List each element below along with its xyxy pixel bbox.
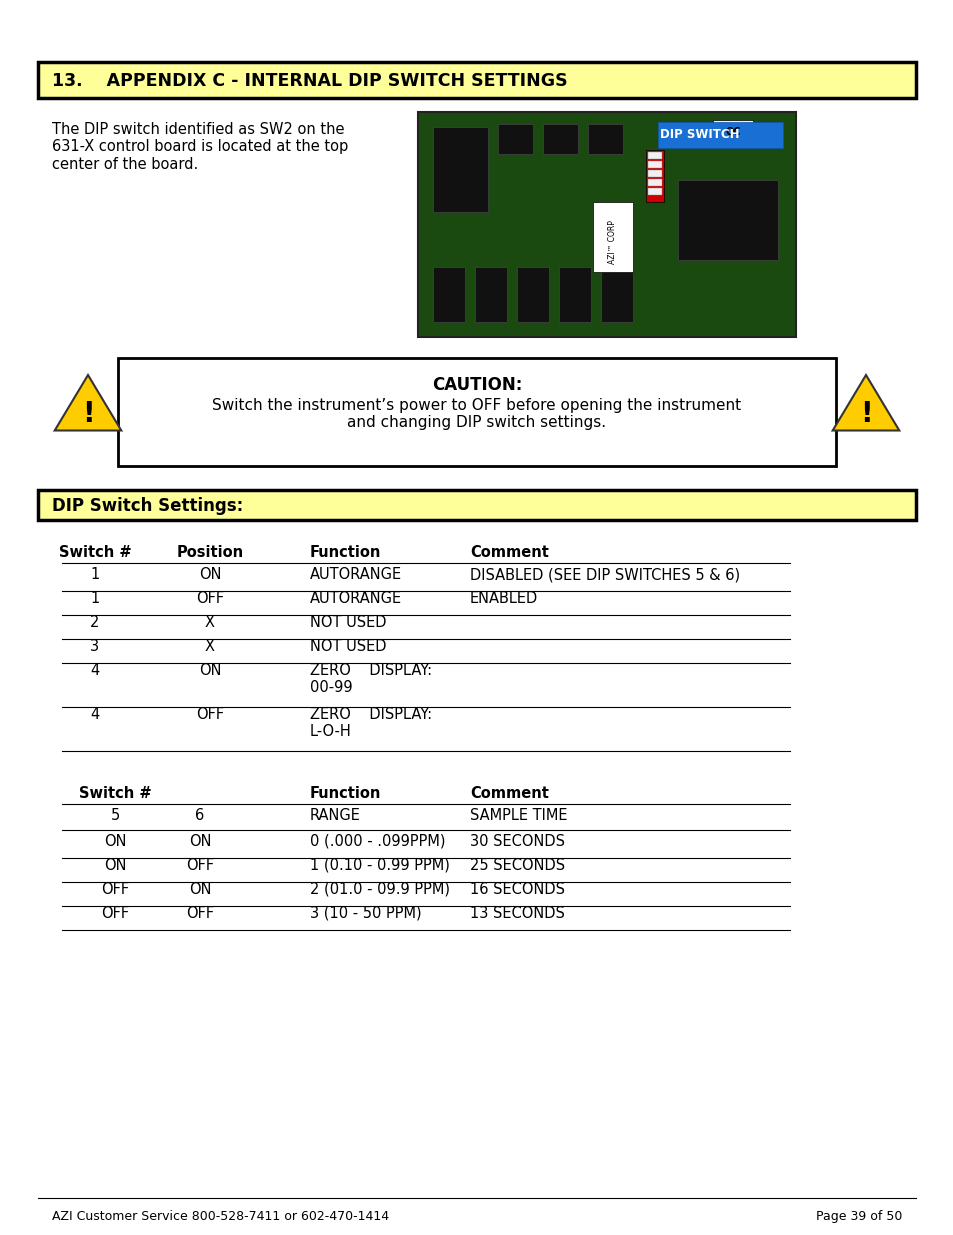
Text: !: !	[82, 400, 94, 427]
Text: X: X	[205, 615, 214, 630]
Text: 4: 4	[91, 663, 99, 678]
Text: 25 SECONDS: 25 SECONDS	[470, 858, 564, 873]
Bar	[678, 180, 778, 261]
Bar	[558, 267, 590, 322]
Text: OFF: OFF	[195, 706, 224, 722]
Text: QC: QC	[724, 126, 740, 136]
Bar	[587, 124, 622, 154]
Text: Function: Function	[310, 545, 381, 559]
Text: 0 (.000 - .099PPM): 0 (.000 - .099PPM)	[310, 834, 445, 848]
Text: Switch the instrument’s power to OFF before opening the instrument
and changing : Switch the instrument’s power to OFF bef…	[213, 398, 740, 431]
Text: ON: ON	[198, 663, 221, 678]
Text: AUTORANGE: AUTORANGE	[310, 567, 402, 582]
Text: ON: ON	[104, 858, 126, 873]
Bar	[417, 112, 795, 337]
Bar	[38, 490, 915, 520]
Text: AZI Customer Service 800-528-7411 or 602-470-1414: AZI Customer Service 800-528-7411 or 602…	[52, 1210, 389, 1223]
Bar	[433, 267, 464, 322]
Polygon shape	[54, 375, 121, 431]
Text: ZERO    DISPLAY:
00-99: ZERO DISPLAY: 00-99	[310, 663, 432, 695]
Polygon shape	[832, 375, 899, 431]
Text: NOT USED: NOT USED	[310, 638, 386, 655]
Text: ON: ON	[189, 882, 211, 897]
Text: AZI™ CORP: AZI™ CORP	[608, 220, 617, 264]
Text: 13.    APPENDIX C - INTERNAL DIP SWITCH SETTINGS: 13. APPENDIX C - INTERNAL DIP SWITCH SET…	[52, 72, 567, 90]
Text: OFF: OFF	[186, 858, 213, 873]
Text: DISABLED (SEE DIP SWITCHES 5 & 6): DISABLED (SEE DIP SWITCHES 5 & 6)	[470, 567, 740, 582]
Text: OFF: OFF	[195, 592, 224, 606]
Text: ENABLED: ENABLED	[470, 592, 537, 606]
Bar	[712, 120, 752, 142]
Text: Comment: Comment	[470, 785, 548, 802]
Text: 16 SECONDS: 16 SECONDS	[470, 882, 564, 897]
Bar	[647, 161, 661, 168]
Bar	[647, 188, 661, 195]
Text: Switch #: Switch #	[59, 545, 132, 559]
Text: ZERO    DISPLAY:
L-O-H: ZERO DISPLAY: L-O-H	[310, 706, 432, 740]
Bar	[658, 122, 782, 148]
Bar	[38, 62, 915, 98]
Bar	[542, 124, 578, 154]
Text: RANGE: RANGE	[310, 808, 360, 823]
Text: AUTORANGE: AUTORANGE	[310, 592, 402, 606]
Text: 6: 6	[195, 808, 204, 823]
Text: 1: 1	[91, 567, 99, 582]
Bar	[647, 170, 661, 177]
Text: OFF: OFF	[101, 906, 129, 921]
Bar	[433, 127, 488, 212]
Text: 2 (01.0 - 09.9 PPM): 2 (01.0 - 09.9 PPM)	[310, 882, 450, 897]
Bar	[497, 124, 533, 154]
Text: DIP SWITCH: DIP SWITCH	[659, 128, 739, 142]
Text: OFF: OFF	[101, 882, 129, 897]
Text: 4: 4	[91, 706, 99, 722]
Text: 3 (10 - 50 PPM): 3 (10 - 50 PPM)	[310, 906, 421, 921]
Text: SAMPLE TIME: SAMPLE TIME	[470, 808, 567, 823]
Text: ON: ON	[189, 834, 211, 848]
Text: Page 39 of 50: Page 39 of 50	[815, 1210, 901, 1223]
Text: OFF: OFF	[186, 906, 213, 921]
Bar	[593, 203, 633, 272]
Text: DIP Switch Settings:: DIP Switch Settings:	[52, 496, 243, 515]
Text: 5: 5	[111, 808, 119, 823]
Text: ON: ON	[104, 834, 126, 848]
Bar	[645, 149, 663, 203]
Text: ON: ON	[198, 567, 221, 582]
Text: 30 SECONDS: 30 SECONDS	[470, 834, 564, 848]
Bar	[600, 267, 633, 322]
Text: !: !	[859, 400, 871, 427]
Bar	[647, 179, 661, 186]
Text: 1 (0.10 - 0.99 PPM): 1 (0.10 - 0.99 PPM)	[310, 858, 450, 873]
Text: Switch #: Switch #	[78, 785, 152, 802]
Bar	[647, 152, 661, 159]
Text: X: X	[205, 638, 214, 655]
Bar	[118, 358, 835, 466]
Text: The DIP switch identified as SW2 on the
631-X control board is located at the to: The DIP switch identified as SW2 on the …	[52, 122, 348, 172]
Text: Position: Position	[176, 545, 243, 559]
Text: Function: Function	[310, 785, 381, 802]
Bar	[475, 267, 506, 322]
Text: CAUTION:: CAUTION:	[432, 375, 521, 394]
Text: Comment: Comment	[470, 545, 548, 559]
Text: 3: 3	[91, 638, 99, 655]
Text: 2: 2	[91, 615, 99, 630]
Text: 1: 1	[91, 592, 99, 606]
Bar	[517, 267, 548, 322]
Text: 13 SECONDS: 13 SECONDS	[470, 906, 564, 921]
Text: NOT USED: NOT USED	[310, 615, 386, 630]
